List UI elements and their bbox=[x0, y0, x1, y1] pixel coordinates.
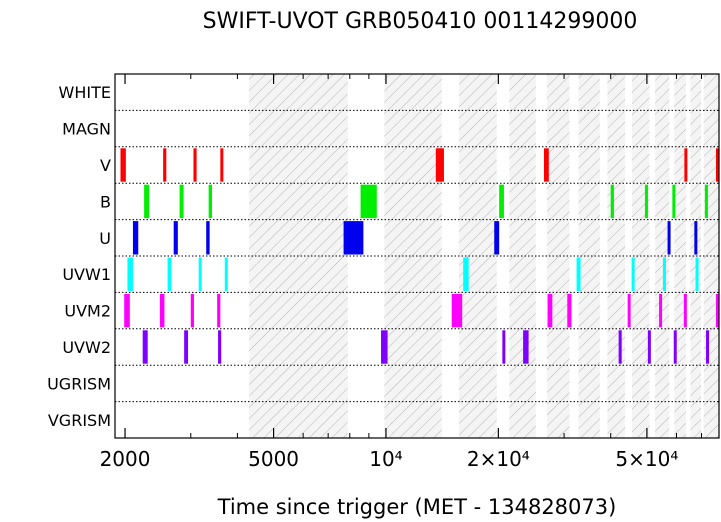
x-tick-label: 2×10⁴ bbox=[467, 447, 530, 471]
exposure-bar bbox=[451, 293, 463, 328]
hatched-interval bbox=[547, 74, 570, 438]
exposure-bar bbox=[159, 293, 165, 328]
exposure-bar bbox=[673, 330, 677, 364]
exposure-bar bbox=[190, 293, 194, 328]
exposure-bar bbox=[644, 184, 648, 219]
exposure-bar bbox=[142, 330, 148, 364]
exposure-bar bbox=[208, 184, 213, 219]
exposure-bar bbox=[360, 184, 377, 219]
exposure-bar bbox=[694, 221, 698, 255]
exposure-bar bbox=[184, 330, 189, 364]
hatched-intervals bbox=[249, 74, 719, 438]
filter-labels: WHITE MAGN VBU UVW1 UVM2 UVW2 UGRISM VGRISM bbox=[47, 83, 111, 430]
exposure-bar bbox=[224, 257, 228, 291]
exposure-bar bbox=[704, 184, 708, 219]
exposure-bar bbox=[523, 330, 529, 364]
exposure-bar bbox=[716, 293, 719, 328]
exposure-bar bbox=[179, 184, 184, 219]
exposure-bar bbox=[576, 257, 581, 291]
exposure-bar bbox=[659, 293, 663, 328]
hatched-interval bbox=[459, 74, 497, 438]
exposure-bar bbox=[218, 330, 222, 364]
x-axis-label: Time since trigger (MET - 134828073) bbox=[217, 495, 617, 519]
exposure-bar bbox=[381, 330, 388, 364]
exposure-bar bbox=[343, 221, 364, 255]
exposure-bar bbox=[502, 330, 506, 364]
x-tick-label: 2000 bbox=[100, 447, 151, 471]
exposure-bar bbox=[618, 330, 622, 364]
filter-label: UGRISM bbox=[47, 374, 111, 393]
exposure-bar bbox=[672, 184, 676, 219]
hatched-interval bbox=[674, 74, 686, 438]
hatched-interval bbox=[578, 74, 600, 438]
filter-label: UVW1 bbox=[62, 265, 111, 284]
exposure-bar bbox=[543, 148, 549, 182]
exposure-bar bbox=[435, 148, 444, 182]
hatched-interval bbox=[509, 74, 536, 438]
exposure-bar bbox=[206, 221, 210, 255]
exposure-bars bbox=[120, 148, 719, 364]
row-separators bbox=[115, 109, 719, 403]
exposure-bar bbox=[132, 221, 139, 255]
exposure-bar bbox=[120, 148, 126, 182]
exposure-bar bbox=[124, 293, 130, 328]
filter-label: B bbox=[100, 192, 111, 211]
exposure-bar bbox=[667, 221, 671, 255]
filter-label: V bbox=[100, 156, 111, 175]
exposure-bar bbox=[163, 148, 167, 182]
exposure-bar bbox=[631, 257, 635, 291]
x-tick-label: 5000 bbox=[248, 447, 299, 471]
x-axis-ticks: 2000 5000 10⁴ 2×10⁴ 5×10⁴ bbox=[100, 74, 702, 471]
exposure-bar bbox=[684, 148, 688, 182]
exposure-bar bbox=[463, 257, 469, 291]
exposure-bar bbox=[173, 221, 178, 255]
exposure-bar bbox=[494, 221, 500, 255]
exposure-bar bbox=[716, 148, 719, 182]
x-tick-label: 5×10⁴ bbox=[615, 447, 678, 471]
exposure-bar bbox=[610, 184, 614, 219]
filter-label: UVW2 bbox=[62, 338, 111, 357]
exposure-bar bbox=[198, 257, 202, 291]
filter-label: VGRISM bbox=[48, 411, 111, 430]
exposure-bar bbox=[144, 184, 150, 219]
exposure-bar bbox=[193, 148, 197, 182]
exposure-bar bbox=[647, 330, 651, 364]
plot-frame bbox=[114, 73, 720, 439]
chart-title: SWIFT-UVOT GRB050410 00114299000 bbox=[203, 9, 638, 34]
hatched-interval bbox=[690, 74, 701, 438]
exposure-bar bbox=[217, 293, 221, 328]
exposure-bar bbox=[627, 293, 631, 328]
filter-label: WHITE bbox=[59, 83, 111, 102]
exposure-bar bbox=[127, 257, 133, 291]
exposure-bar bbox=[706, 330, 710, 364]
exposure-bar bbox=[567, 293, 572, 328]
filter-label: U bbox=[99, 229, 111, 248]
exposure-bar bbox=[695, 257, 699, 291]
exposure-bar bbox=[683, 293, 687, 328]
exposure-bar bbox=[167, 257, 172, 291]
exposure-bar bbox=[220, 148, 224, 182]
exposure-bar bbox=[662, 257, 666, 291]
exposure-bar bbox=[499, 184, 504, 219]
filter-label: UVM2 bbox=[64, 302, 111, 321]
filter-label: MAGN bbox=[62, 120, 111, 139]
x-tick-label: 10⁴ bbox=[369, 447, 402, 471]
exposure-bar bbox=[547, 293, 553, 328]
